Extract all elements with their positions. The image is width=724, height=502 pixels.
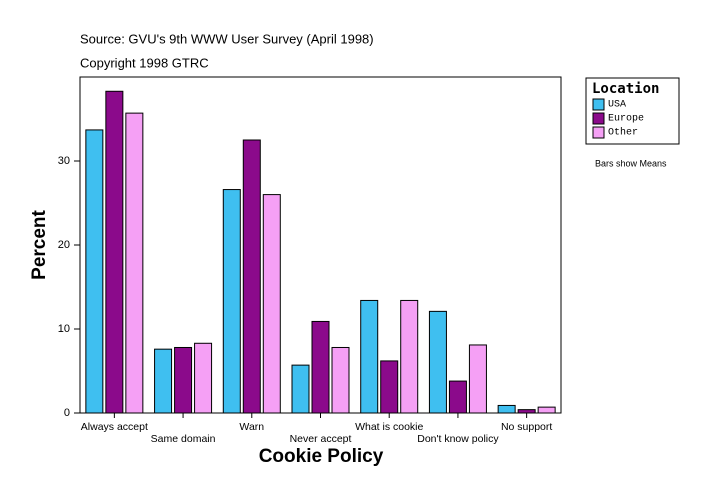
y-tick-label: 30 bbox=[58, 155, 70, 167]
legend-label: Europe bbox=[608, 114, 644, 125]
bar bbox=[242, 139, 261, 414]
legend-title: Location bbox=[592, 81, 659, 97]
legend-swatch bbox=[592, 112, 605, 125]
bar bbox=[194, 342, 213, 414]
bar bbox=[380, 360, 399, 414]
x-tick-label: Never accept bbox=[290, 433, 352, 445]
note: Bars show Means bbox=[595, 158, 667, 168]
bar bbox=[497, 404, 516, 414]
bar bbox=[428, 310, 447, 414]
x-tick-label: What is cookie bbox=[355, 421, 423, 433]
y-axis-label: Percent bbox=[29, 209, 50, 279]
x-tick-label: Always accept bbox=[81, 421, 148, 433]
legend-swatch bbox=[592, 126, 605, 139]
x-axis-label: Cookie Policy bbox=[259, 446, 384, 467]
bar bbox=[105, 90, 124, 414]
bar bbox=[468, 344, 487, 414]
legend-label: Other bbox=[608, 127, 638, 139]
bar bbox=[262, 194, 281, 414]
bar bbox=[125, 112, 144, 414]
chart-subtitle: Copyright 1998 GTRC bbox=[80, 55, 209, 70]
y-tick-label: 20 bbox=[58, 239, 70, 251]
bar bbox=[448, 380, 467, 414]
bar bbox=[291, 364, 310, 414]
legend-label: USA bbox=[608, 100, 626, 111]
x-tick-label: No support bbox=[501, 421, 552, 433]
chart-title: Source: GVU's 9th WWW User Survey (April… bbox=[80, 31, 374, 46]
bar bbox=[517, 409, 536, 414]
bar bbox=[331, 346, 350, 414]
x-tick-label: Don't know policy bbox=[417, 433, 499, 445]
bar bbox=[311, 320, 330, 414]
bar bbox=[360, 299, 379, 414]
x-tick-label: Same domain bbox=[151, 433, 216, 445]
bar bbox=[85, 129, 104, 414]
bar bbox=[400, 299, 419, 414]
bar bbox=[154, 348, 173, 414]
bar bbox=[174, 346, 193, 414]
y-tick-label: 0 bbox=[64, 407, 70, 419]
x-tick-label: Warn bbox=[239, 421, 264, 433]
bar bbox=[537, 406, 556, 414]
bar bbox=[222, 189, 241, 414]
legend-swatch bbox=[592, 98, 605, 111]
y-tick-label: 10 bbox=[58, 323, 70, 335]
